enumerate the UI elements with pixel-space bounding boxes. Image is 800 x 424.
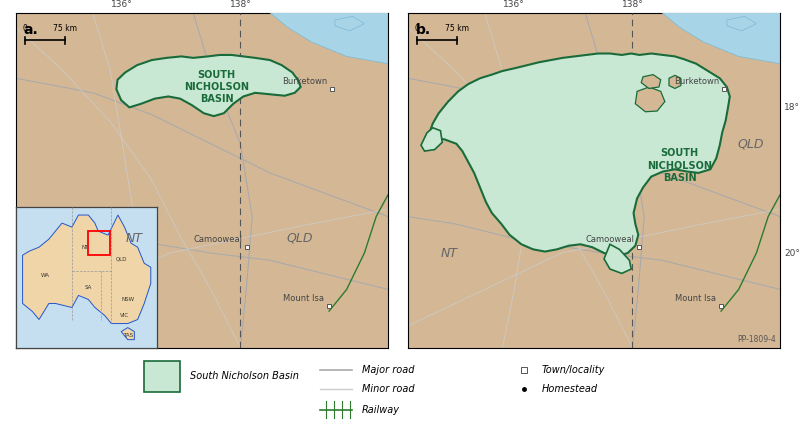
- Text: a.: a.: [23, 23, 38, 37]
- Text: Mount Isa: Mount Isa: [675, 294, 716, 303]
- Text: 20°: 20°: [784, 248, 800, 257]
- Text: Town/locality: Town/locality: [542, 365, 605, 375]
- Polygon shape: [116, 55, 301, 116]
- Text: 0: 0: [414, 24, 419, 33]
- Text: SOUTH
NICHOLSON
BASIN: SOUTH NICHOLSON BASIN: [647, 148, 712, 183]
- FancyBboxPatch shape: [144, 361, 180, 392]
- Text: Mount Isa: Mount Isa: [283, 294, 324, 303]
- Text: Major road: Major road: [362, 365, 414, 375]
- Text: Burketown: Burketown: [674, 77, 719, 86]
- Text: PP-1809-4: PP-1809-4: [738, 335, 776, 344]
- Polygon shape: [421, 128, 442, 151]
- Text: QLD: QLD: [738, 137, 764, 150]
- Polygon shape: [669, 75, 681, 89]
- Text: Burketown: Burketown: [282, 77, 327, 86]
- Polygon shape: [662, 13, 780, 64]
- Text: 0: 0: [22, 24, 27, 33]
- Text: South Nicholson Basin: South Nicholson Basin: [190, 371, 298, 382]
- Text: 138°: 138°: [230, 0, 251, 8]
- Text: 136°: 136°: [503, 0, 525, 8]
- Text: Camooweal: Camooweal: [586, 235, 634, 244]
- Text: Homestead: Homestead: [542, 385, 598, 394]
- Text: 136°: 136°: [111, 0, 133, 8]
- Text: b.: b.: [415, 23, 430, 37]
- Polygon shape: [635, 87, 665, 112]
- Text: SOUTH
NICHOLSON
BASIN: SOUTH NICHOLSON BASIN: [184, 70, 250, 104]
- Text: QLD: QLD: [286, 232, 313, 245]
- Text: 138°: 138°: [622, 0, 643, 8]
- Text: Camooweal: Camooweal: [194, 235, 242, 244]
- Polygon shape: [270, 13, 388, 64]
- Polygon shape: [335, 17, 364, 31]
- Text: 75 km: 75 km: [445, 24, 469, 33]
- Text: NT: NT: [126, 232, 142, 245]
- Text: NT: NT: [441, 246, 458, 259]
- Polygon shape: [429, 53, 730, 257]
- Text: 75 km: 75 km: [53, 24, 77, 33]
- Polygon shape: [727, 17, 756, 31]
- Text: Minor road: Minor road: [362, 385, 414, 394]
- Polygon shape: [642, 75, 661, 89]
- Text: Railway: Railway: [362, 404, 400, 415]
- Text: 18°: 18°: [784, 103, 800, 112]
- Polygon shape: [604, 244, 631, 273]
